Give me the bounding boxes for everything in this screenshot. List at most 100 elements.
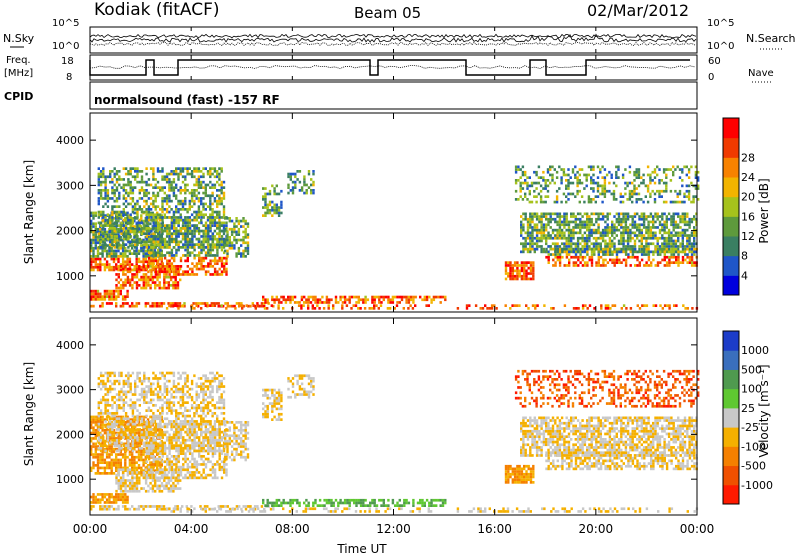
echo-cell xyxy=(211,172,214,176)
echo-cell xyxy=(562,173,566,177)
echo-cell xyxy=(111,170,114,173)
echo-cell xyxy=(128,461,132,464)
echo-cell xyxy=(275,208,278,212)
echo-cell xyxy=(128,270,132,274)
echo-cell xyxy=(649,226,653,229)
echo-cell xyxy=(551,176,554,179)
echo-cell xyxy=(525,274,528,278)
echo-cell xyxy=(226,255,229,258)
echo-cell xyxy=(209,202,212,206)
echo-cell xyxy=(124,302,127,305)
echo-cell xyxy=(343,301,347,304)
echo-cell xyxy=(271,200,274,204)
echo-cell xyxy=(615,253,619,256)
echo-cell xyxy=(638,261,641,264)
echo-cell xyxy=(576,189,579,193)
echo-cell xyxy=(207,240,210,244)
echo-cell xyxy=(179,216,183,219)
echo-cell xyxy=(99,401,103,404)
echo-cell xyxy=(145,172,148,176)
echo-cell xyxy=(216,254,219,257)
echo-cell xyxy=(121,423,125,427)
echo-cell xyxy=(204,270,208,274)
echo-cell xyxy=(90,298,93,301)
echo-cell xyxy=(524,170,527,174)
echo-cell xyxy=(106,175,110,179)
echo-cell xyxy=(135,423,138,427)
echo-cell xyxy=(608,189,611,193)
echo-cell xyxy=(647,255,651,259)
echo-cell xyxy=(101,426,104,430)
echo-cell xyxy=(654,245,657,248)
echo-cell xyxy=(590,234,593,237)
echo-cell xyxy=(108,289,111,293)
echo-cell xyxy=(135,275,139,279)
echo-cell xyxy=(577,255,580,259)
echo-cell xyxy=(572,234,575,237)
echo-cell xyxy=(170,251,174,255)
nsky-tick-bottom: 10^0 xyxy=(52,41,79,52)
echo-cell xyxy=(133,233,136,236)
echo-cell xyxy=(465,307,469,310)
echo-cell xyxy=(175,218,178,222)
echo-cell xyxy=(620,226,623,229)
echo-cell xyxy=(524,192,527,196)
echo-cell xyxy=(154,229,158,233)
echo-cell xyxy=(656,264,660,267)
echo-cell xyxy=(105,418,109,421)
echo-cell xyxy=(99,458,102,462)
echo-cell xyxy=(102,218,105,222)
echo-cell xyxy=(168,216,171,219)
echo-cell xyxy=(518,274,521,278)
echo-cell xyxy=(511,266,514,270)
echo-cell xyxy=(136,172,139,176)
echo-cell xyxy=(631,255,635,259)
echo-cell xyxy=(337,301,340,304)
echo-cell xyxy=(542,236,546,240)
echo-cell xyxy=(663,247,666,251)
echo-cell xyxy=(186,251,189,255)
echo-cell xyxy=(163,270,166,274)
echo-cell xyxy=(602,258,605,262)
echo-cell xyxy=(188,208,191,211)
echo-cell xyxy=(184,243,187,246)
echo-cell xyxy=(617,228,621,232)
echo-cell xyxy=(677,223,680,227)
echo-cell xyxy=(135,249,138,253)
echo-cell xyxy=(140,230,143,234)
echo-cell xyxy=(147,240,151,244)
echo-cell xyxy=(609,247,612,251)
echo-cell xyxy=(517,168,520,171)
echo-cell xyxy=(207,216,210,219)
echo-cell xyxy=(127,170,130,173)
echo-cell xyxy=(90,219,93,223)
echo-cell xyxy=(138,191,141,195)
echo-cell xyxy=(563,220,566,224)
echo-cell xyxy=(115,219,118,223)
echo-cell xyxy=(631,200,634,204)
echo-cell xyxy=(122,267,125,271)
echo-cell xyxy=(140,278,143,282)
echo-cell xyxy=(115,172,119,176)
echo-cell xyxy=(606,226,609,229)
freq-label-line2: [MHz] xyxy=(4,68,33,79)
echo-cell xyxy=(599,234,602,237)
echo-cell xyxy=(121,431,125,435)
echo-cell xyxy=(195,237,198,241)
echo-cell xyxy=(246,236,250,239)
echo-cell xyxy=(439,301,442,304)
echo-cell xyxy=(115,265,118,269)
echo-cell xyxy=(665,250,668,254)
echo-cell xyxy=(124,466,127,470)
echo-cell xyxy=(613,261,616,264)
echo-cell xyxy=(129,240,132,244)
echo-cell xyxy=(134,167,137,170)
echo-cell xyxy=(197,208,201,211)
echo-cell xyxy=(576,245,580,248)
echo-cell xyxy=(268,203,272,207)
echo-cell xyxy=(112,464,116,467)
echo-cell xyxy=(396,301,399,304)
echo-cell xyxy=(154,208,157,211)
echo-cell xyxy=(517,198,520,201)
echo-cell xyxy=(629,250,632,254)
